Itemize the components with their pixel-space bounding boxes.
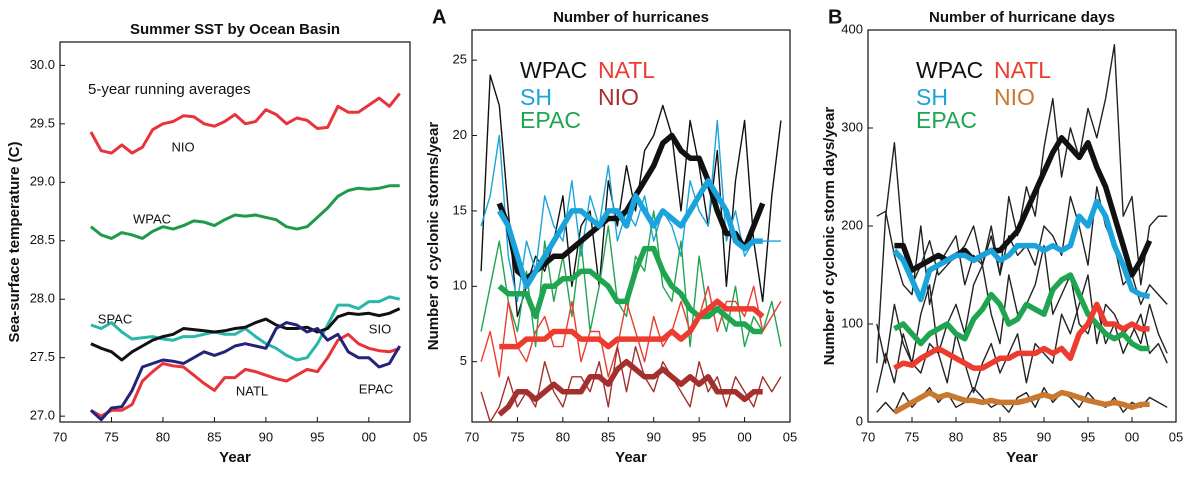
smoothed-line — [89, 184, 400, 240]
y-tick-label: 400 — [841, 21, 863, 36]
smoothed-line — [89, 92, 401, 155]
x-tick-label: 85 — [207, 429, 221, 444]
y-tick-label: 28.5 — [30, 232, 55, 247]
legend-label: WPAC — [916, 57, 983, 83]
y-tick-label: 15 — [453, 202, 467, 217]
y-tick-label: 100 — [841, 315, 863, 330]
legend-label: WPAC — [520, 57, 587, 83]
y-tick-label: 28.0 — [30, 291, 55, 306]
x-axis-label: Year — [219, 449, 251, 466]
smoothed-line — [893, 389, 1150, 415]
smoothed-line — [497, 358, 763, 417]
x-axis-label: Year — [615, 449, 647, 466]
y-tick-label: 30.0 — [30, 57, 55, 72]
x-tick-label: 85 — [993, 429, 1007, 444]
series-label: NIO — [171, 139, 194, 154]
y-tick-label: 27.0 — [30, 408, 55, 423]
smoothed-line — [893, 272, 1150, 352]
y-tick-label: 27.5 — [30, 349, 55, 364]
smoothed-line — [893, 301, 1150, 371]
x-tick-label: 05 — [413, 429, 427, 444]
x-axis-label: Year — [1006, 449, 1038, 466]
panel-label: A — [432, 6, 446, 28]
raw-line — [876, 44, 1168, 364]
x-tick-label: 95 — [1081, 429, 1095, 444]
series-label: EPAC — [359, 381, 393, 396]
series-label: SPAC — [98, 311, 132, 326]
y-tick-label: 20 — [453, 127, 467, 142]
series-label: NATL — [236, 383, 268, 398]
y-tick-label: 200 — [841, 217, 863, 232]
x-tick-label: 75 — [510, 429, 524, 444]
plot-frame — [471, 29, 791, 423]
x-tick-label: 05 — [783, 429, 797, 444]
y-axis-label: Number of cyclonic storm days/year — [821, 107, 838, 366]
x-tick-label: 90 — [259, 429, 273, 444]
x-tick-label: 00 — [1125, 429, 1139, 444]
chart-title: Summer SST by Ocean Basin — [130, 21, 340, 38]
smoothed-line — [89, 321, 401, 422]
x-tick-label: 70 — [53, 429, 67, 444]
x-tick-label: 00 — [362, 429, 376, 444]
legend-label: SH — [520, 84, 552, 110]
x-tick-label: 75 — [104, 429, 118, 444]
series-label: WPAC — [133, 211, 171, 226]
smoothed-line — [892, 198, 1151, 303]
y-tick-label: 0 — [856, 413, 863, 428]
smoothed-line — [496, 178, 763, 290]
x-tick-label: 80 — [556, 429, 570, 444]
legend-label: NATL — [994, 57, 1051, 83]
smoothed-line — [90, 307, 401, 362]
x-tick-label: 80 — [949, 429, 963, 444]
smoothed-line — [497, 245, 763, 335]
x-tick-label: 05 — [1169, 429, 1183, 444]
y-tick-label: 25 — [453, 52, 467, 67]
y-axis-label: Number of cyclonic storms/year — [425, 122, 442, 351]
x-tick-label: 95 — [692, 429, 706, 444]
raw-line — [480, 285, 782, 378]
x-tick-label: 00 — [737, 429, 751, 444]
legend-label: NIO — [994, 84, 1035, 110]
x-tick-label: 80 — [156, 429, 170, 444]
y-tick-label: 10 — [453, 278, 467, 293]
x-tick-label: 95 — [310, 429, 324, 444]
series-label: SIO — [369, 321, 391, 336]
x-tick-label: 70 — [861, 429, 875, 444]
smoothed-line — [90, 332, 401, 418]
chart-title: Number of hurricane days — [929, 9, 1115, 26]
plot-frame — [59, 41, 411, 423]
y-tick-label: 29.5 — [30, 115, 55, 130]
legend-label: NATL — [598, 57, 655, 83]
x-tick-label: 90 — [1037, 429, 1051, 444]
legend-label: NIO — [598, 84, 639, 110]
y-tick-label: 300 — [841, 119, 863, 134]
smoothed-line — [499, 298, 765, 350]
x-tick-label: 90 — [646, 429, 660, 444]
legend-label: EPAC — [520, 107, 581, 133]
x-tick-label: 75 — [905, 429, 919, 444]
panel-label: B — [828, 6, 842, 28]
legend-label: EPAC — [916, 107, 977, 133]
chart-title: Number of hurricanes — [553, 9, 709, 26]
raw-line — [480, 345, 782, 423]
y-axis-label: Sea-surface temperature (C) — [6, 142, 23, 343]
x-tick-label: 85 — [601, 429, 615, 444]
y-tick-label: 5 — [460, 353, 467, 368]
y-tick-label: 29.0 — [30, 174, 55, 189]
x-tick-label: 70 — [465, 429, 479, 444]
legend-label: SH — [916, 84, 948, 110]
smoothed-line — [894, 135, 1153, 278]
annotation: 5-year running averages — [88, 81, 251, 98]
